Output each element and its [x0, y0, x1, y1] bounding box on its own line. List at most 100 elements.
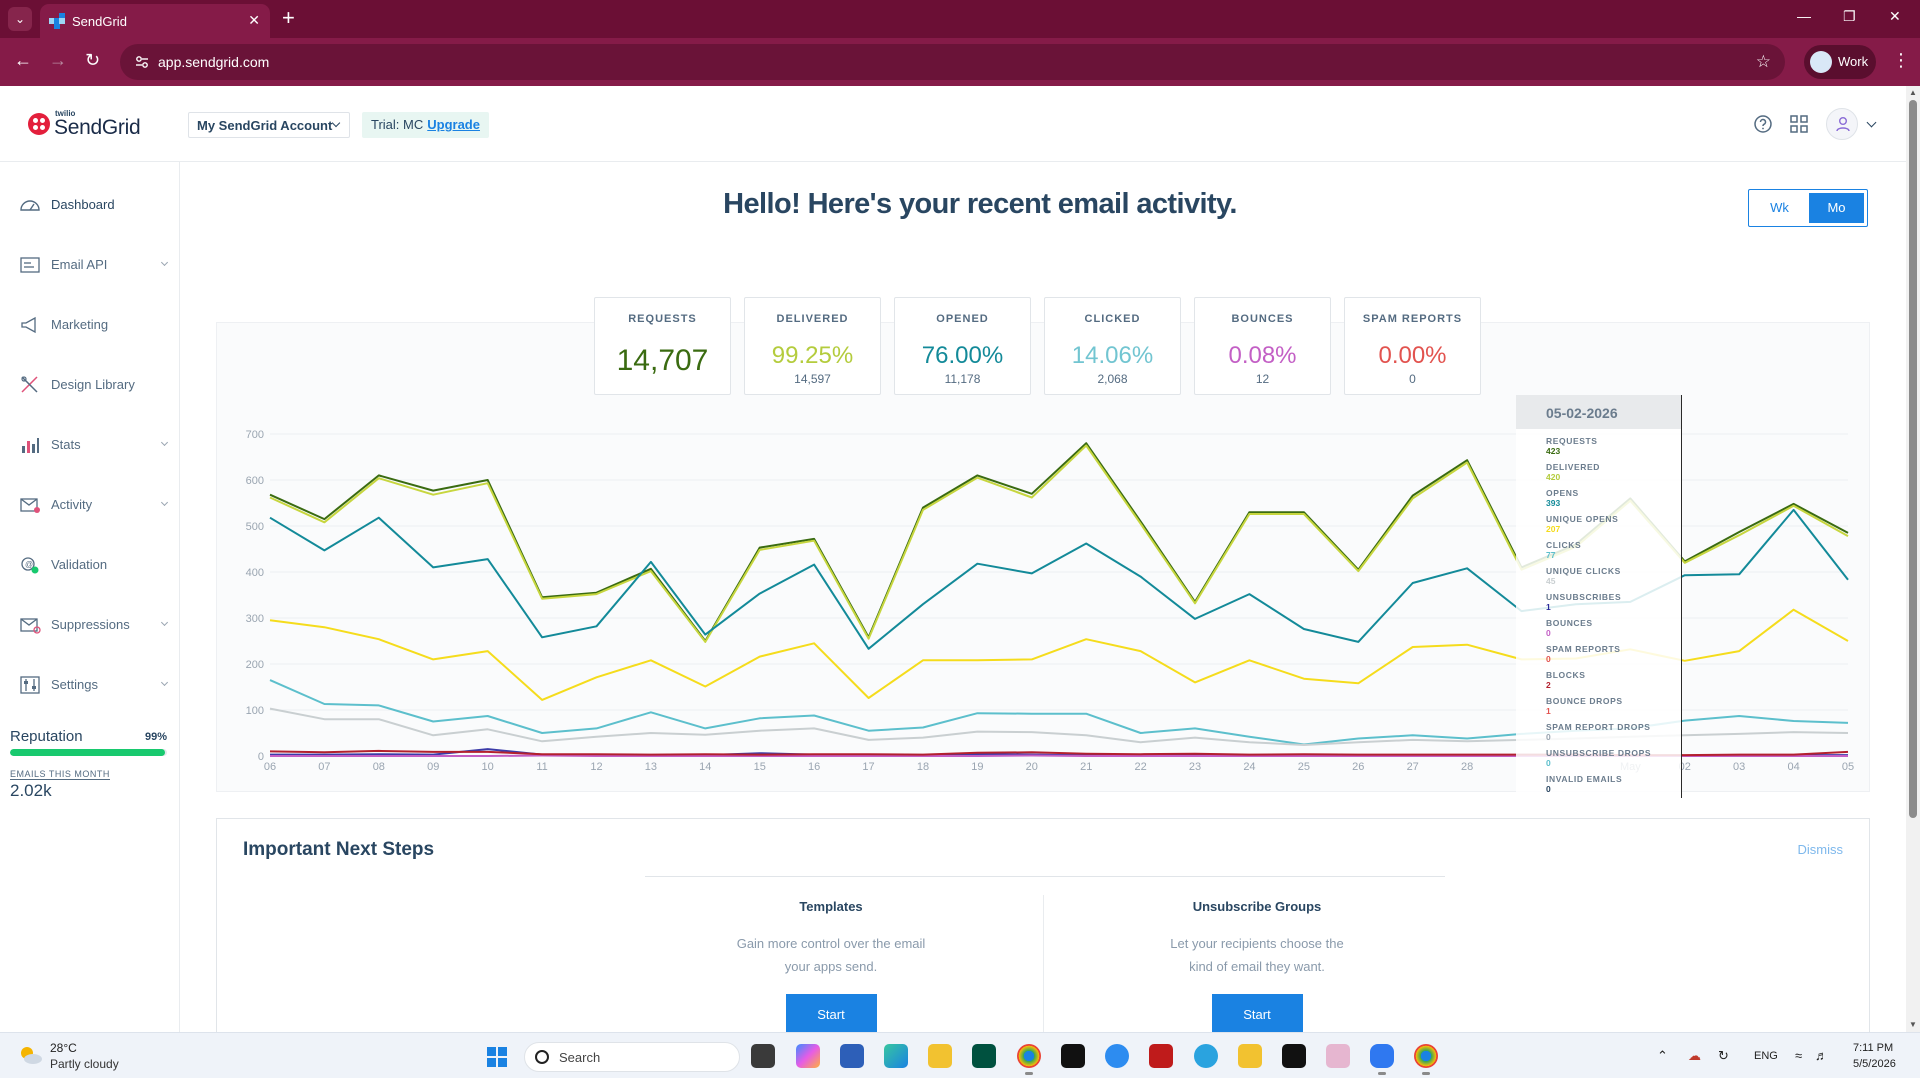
tooltip-row: BOUNCES 0	[1546, 618, 1593, 638]
audition-icon[interactable]	[972, 1044, 996, 1068]
tray-sync-icon[interactable]: ↻	[1718, 1048, 1729, 1063]
scroll-up-icon[interactable]: ▲	[1909, 88, 1917, 97]
new-tab-icon[interactable]: +	[282, 5, 295, 30]
minimize-window-icon[interactable]: —	[1797, 8, 1811, 24]
sidebar-item-label: Dashboard	[51, 197, 115, 212]
wifi-icon[interactable]: ≈	[1795, 1048, 1803, 1063]
tray-app-icon[interactable]: ☁	[1688, 1048, 1701, 1063]
range-month-button[interactable]: Mo	[1809, 193, 1864, 223]
tab-close-icon[interactable]: ✕	[248, 12, 260, 28]
weather-partly-cloudy-icon[interactable]	[16, 1044, 44, 1066]
profile-button[interactable]: Work	[1804, 45, 1876, 79]
x-tick-label: 16	[808, 761, 820, 773]
tooltip-row-label: BOUNCE DROPS	[1546, 696, 1623, 706]
app-header: twilio SendGrid My SendGrid Account Tria…	[0, 86, 1906, 162]
windows-start-icon[interactable]	[486, 1046, 508, 1068]
browser-tab[interactable]: SendGrid ✕	[40, 4, 270, 38]
page-scrollbar[interactable]: ▲ ▼	[1906, 86, 1920, 1032]
stat-label: DELIVERED	[776, 313, 849, 325]
divider	[645, 876, 1445, 877]
sidebar-item-validation[interactable]: @ Validation	[0, 545, 179, 585]
sendgrid-favicon-icon	[49, 13, 65, 29]
stat-count: 12	[1255, 372, 1270, 386]
account-select[interactable]: My SendGrid Account	[188, 112, 350, 138]
upgrade-link[interactable]: Upgrade	[427, 117, 480, 132]
sidebar-item-dashboard[interactable]: Dashboard	[0, 185, 179, 225]
stat-card-requests[interactable]: REQUESTS 14,707	[594, 297, 731, 395]
reload-icon[interactable]: ↻	[85, 50, 101, 70]
close-window-icon[interactable]: ✕	[1889, 8, 1901, 24]
capcut-icon[interactable]	[1061, 1044, 1085, 1068]
sidebar-item-suppressions[interactable]: Suppressions	[0, 605, 179, 645]
trial-label: Trial: MC	[371, 117, 424, 132]
range-week-button[interactable]: Wk	[1770, 200, 1789, 215]
help-icon[interactable]	[1752, 113, 1774, 135]
stat-card-delivered[interactable]: DELIVERED 99.25% 14,597	[744, 297, 881, 395]
messaging-app-icon[interactable]	[1105, 1044, 1129, 1068]
next-steps-panel: Important Next Steps Dismiss Templates G…	[216, 818, 1870, 1038]
x-tick-label: 18	[917, 761, 929, 773]
stat-value: 99.25%	[771, 342, 854, 369]
address-bar[interactable]: app.sendgrid.com ☆	[120, 44, 1785, 80]
trial-badge: Trial: MC Upgrade	[362, 112, 489, 138]
user-avatar[interactable]	[1826, 108, 1858, 140]
sidebar-item-stats[interactable]: Stats	[0, 425, 179, 465]
browser-toolbar: ← → ↻ app.sendgrid.com ☆ Work ⋮	[0, 38, 1920, 86]
stat-card-bounces[interactable]: BOUNCES 0.08% 12	[1194, 297, 1331, 395]
restore-window-icon[interactable]: ❐	[1843, 8, 1856, 24]
filezilla-icon[interactable]	[1149, 1044, 1173, 1068]
app-icon[interactable]	[1326, 1044, 1350, 1068]
tooltip-row: OPENS 393	[1546, 488, 1579, 508]
scroll-down-icon[interactable]: ▼	[1909, 1020, 1917, 1029]
stat-card-opened[interactable]: OPENED 76.00% 11,178	[894, 297, 1031, 395]
app-switcher-icon[interactable]	[1788, 113, 1810, 135]
volume-icon[interactable]: ♬	[1815, 1048, 1828, 1063]
sticky-notes-icon[interactable]	[1238, 1044, 1262, 1068]
tooltip-row-value: 0	[1546, 732, 1551, 742]
scrollbar-thumb[interactable]	[1909, 100, 1917, 818]
suppressions-icon	[20, 618, 41, 634]
sidebar-item-email-api[interactable]: Email API	[0, 245, 179, 285]
templates-start-button[interactable]: Start	[785, 994, 877, 1035]
unsubscribe-groups-start-button[interactable]: Start	[1211, 994, 1303, 1035]
zalo-icon[interactable]	[1370, 1044, 1394, 1075]
logo-twilio-text: twilio	[55, 109, 76, 118]
sidebar-item-marketing[interactable]: Marketing	[0, 305, 179, 345]
taskbar-search-input[interactable]: Search	[524, 1042, 740, 1072]
forward-icon[interactable]: →	[49, 50, 67, 70]
tooltip-row-label: UNSUBSCRIBE DROPS	[1546, 748, 1652, 758]
x-tick-label: 11	[536, 761, 547, 773]
media-player-icon[interactable]	[1282, 1044, 1306, 1068]
bookmark-star-icon[interactable]: ☆	[1755, 52, 1771, 71]
sidebar-item-settings[interactable]: Settings	[0, 665, 179, 705]
edge-icon[interactable]	[884, 1044, 908, 1068]
clock-date[interactable]: 5/5/2026	[1853, 1058, 1896, 1070]
tooltip-row-label: SPAM REPORT DROPS	[1546, 722, 1651, 732]
input-language[interactable]: ENG	[1754, 1050, 1778, 1062]
browser-menu-icon[interactable]: ⋮	[1892, 50, 1910, 70]
tooltip-row: UNIQUE OPENS 207	[1546, 514, 1618, 534]
bar-chart-icon	[22, 438, 39, 453]
chrome-profile-icon[interactable]	[1414, 1044, 1438, 1075]
task-view-icon[interactable]	[751, 1044, 775, 1068]
sidebar-item-design-library[interactable]: Design Library	[0, 365, 179, 405]
back-icon[interactable]: ←	[14, 50, 32, 70]
clock-time[interactable]: 7:11 PM	[1853, 1042, 1894, 1054]
telegram-icon[interactable]	[1194, 1044, 1218, 1068]
stat-card-spam-reports[interactable]: SPAM REPORTS 0.00% 0	[1344, 297, 1481, 395]
tray-overflow-chevron-icon[interactable]: ⌃	[1657, 1048, 1668, 1063]
logo-sendgrid-text[interactable]: SendGrid	[54, 116, 141, 139]
chrome-icon[interactable]	[1017, 1044, 1041, 1075]
x-tick-label: 08	[373, 761, 385, 773]
sidebar-item-activity[interactable]: Activity	[0, 485, 179, 525]
user-menu-chevron-icon[interactable]	[1866, 117, 1877, 128]
stat-card-clicked[interactable]: CLICKED 14.06% 2,068	[1044, 297, 1181, 395]
copilot-icon[interactable]	[796, 1044, 820, 1068]
tooltip-row: SPAM REPORTS 0	[1546, 644, 1621, 664]
site-info-icon[interactable]	[134, 54, 150, 70]
file-explorer-icon[interactable]	[928, 1044, 952, 1068]
dismiss-link[interactable]: Dismiss	[1797, 842, 1844, 857]
tab-search-chevron-icon[interactable]: ⌄	[8, 7, 32, 31]
tooltip-row-value: 45	[1546, 576, 1556, 586]
microsoft-store-icon[interactable]	[840, 1044, 864, 1068]
